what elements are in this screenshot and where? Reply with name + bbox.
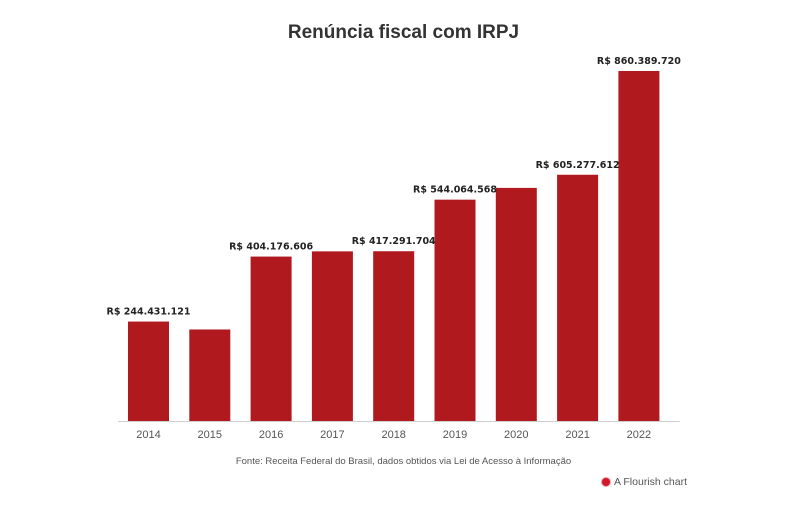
x-tick-2016: 2016 — [259, 429, 283, 441]
x-tick-2017: 2017 — [320, 429, 344, 441]
x-tick-2019: 2019 — [443, 429, 467, 441]
x-tick-2014: 2014 — [136, 429, 160, 441]
x-tick-2018: 2018 — [381, 429, 405, 441]
x-tick-2022: 2022 — [627, 429, 651, 441]
value-label-2019: R$ 544.064.568 — [413, 185, 497, 196]
bar-2021[interactable] — [557, 174, 599, 421]
bar-2020[interactable] — [495, 187, 537, 421]
value-label-2018: R$ 417.291.704 — [352, 236, 436, 247]
value-label-2014: R$ 244.431.121 — [107, 307, 191, 318]
bar-2022[interactable] — [618, 70, 660, 422]
value-label-2022: R$ 860.389.720 — [597, 56, 681, 67]
chart-title: Renúncia fiscal com IRPJ — [287, 22, 520, 43]
x-tick-2020: 2020 — [504, 429, 528, 441]
value-labels-group: R$ 244.431.121 R$ 404.176.606 R$ 417.291.7… — [107, 56, 682, 318]
bar-2017[interactable] — [311, 251, 353, 421]
value-label-2021: R$ 605.277.612 — [536, 160, 620, 171]
source-note: Fonte: Receita Federal do Brasil, dados … — [235, 456, 572, 467]
bars-group — [128, 70, 660, 422]
x-axis-ticks-group: 2014 2015 2016 2017 2018 2019 2020 2021 2022 — [136, 429, 651, 441]
bar-2016[interactable] — [250, 256, 292, 421]
x-tick-2021: 2021 — [565, 429, 589, 441]
bar-2018[interactable] — [373, 251, 415, 421]
value-label-2016: R$ 404.176.606 — [229, 242, 313, 253]
x-tick-2015: 2015 — [198, 429, 222, 441]
flourish-credit[interactable]: A Flourish chart — [602, 476, 687, 488]
flourish-logo-icon — [602, 478, 611, 486]
bar-2015[interactable] — [189, 329, 231, 421]
bar-2014[interactable] — [128, 321, 169, 421]
flourish-credit-label: A Flourish chart — [614, 476, 687, 488]
bar-2019[interactable] — [434, 199, 476, 421]
